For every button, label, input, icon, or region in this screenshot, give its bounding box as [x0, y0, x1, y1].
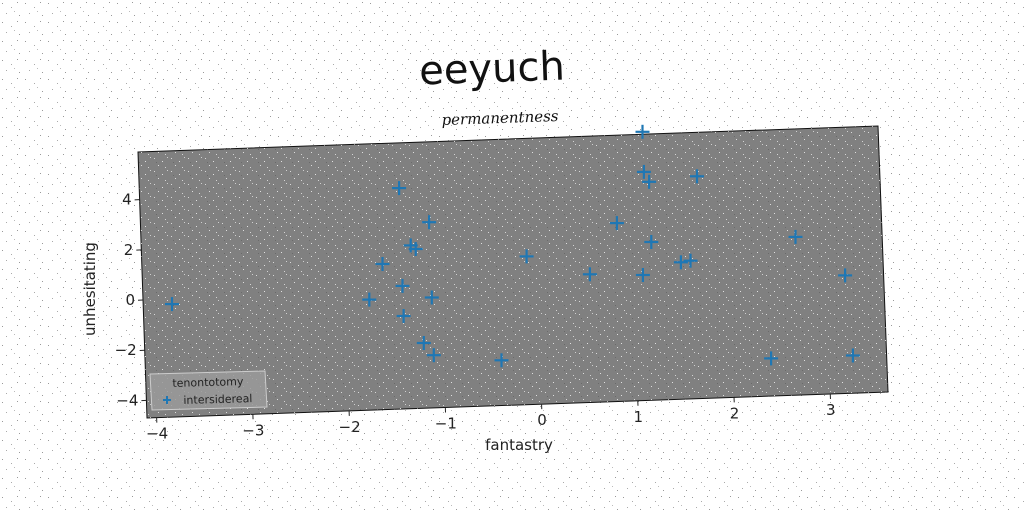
scatter-point [788, 229, 803, 244]
scatter-point [392, 181, 407, 196]
scatter-point [764, 351, 779, 366]
data-points [165, 124, 860, 368]
y-axis: −4 −2 0 2 4 [115, 191, 147, 409]
y-tick: −2 [115, 341, 145, 359]
scatter-point [683, 253, 698, 268]
scatter-point [422, 215, 437, 230]
scatter-point [644, 235, 659, 249]
scatter-point [519, 249, 534, 264]
scatter-point [165, 297, 179, 312]
y-tick-label: 4 [122, 191, 132, 209]
legend-box [149, 370, 268, 411]
x-axis-label: fantastry [485, 436, 553, 454]
legend-marker [163, 396, 171, 404]
y-tick: −4 [116, 391, 147, 409]
legend-title: tenontotomy [172, 375, 244, 390]
scatter-point [395, 278, 410, 293]
x-tick: −4 [146, 417, 168, 443]
y-tick: 0 [125, 291, 144, 309]
scatter-point [362, 292, 377, 307]
y-tick-label: 0 [125, 291, 135, 309]
scatter-point [838, 268, 853, 283]
scatter-point [845, 348, 860, 363]
x-axis: −4 −3 −2 −1 0 1 2 3 [146, 394, 836, 443]
legend: tenontotomy intersidereal [149, 370, 268, 411]
x-tick-label: −4 [146, 425, 168, 443]
y-tick-label: 2 [124, 241, 134, 259]
scatter-point [396, 309, 411, 323]
y-tick-label: −4 [116, 391, 138, 409]
x-tick-label: −1 [435, 415, 457, 433]
x-tick: −2 [339, 410, 361, 436]
chart-title: eeyuch [418, 43, 565, 94]
x-tick: 3 [826, 394, 836, 419]
x-tick-label: 0 [537, 411, 547, 429]
scatter-point [635, 268, 650, 282]
x-tick: 2 [730, 397, 740, 422]
y-tick: 4 [122, 191, 140, 209]
x-tick-label: −2 [339, 418, 361, 436]
x-tick-label: −3 [242, 421, 264, 439]
plot-area: −4 −3 −2 −1 0 1 2 3 −4 −2 0 2 4 [115, 124, 889, 443]
plot-background-noise [138, 126, 888, 418]
scatter-point [635, 124, 650, 139]
scatter-point [494, 353, 509, 368]
scatter-point [424, 290, 439, 305]
x-tick-label: 3 [826, 401, 836, 419]
x-tick: 0 [537, 404, 547, 429]
scatter-point [416, 336, 431, 350]
x-tick-label: 2 [730, 404, 740, 422]
x-tick: 1 [634, 400, 644, 426]
scatter-point [426, 348, 441, 363]
scatter-point [408, 242, 423, 256]
x-tick: −1 [435, 407, 457, 433]
y-tick: 2 [124, 241, 142, 259]
y-axis-label: unhesitating [81, 242, 99, 336]
scatter-point [642, 174, 657, 189]
x-tick: −3 [242, 414, 264, 439]
chart-subtitle: permanentness [441, 107, 559, 129]
scatter-point [582, 267, 597, 282]
scatter-point [609, 216, 624, 231]
legend-entry-label: intersidereal [183, 392, 252, 407]
scatter-point [375, 257, 390, 271]
scatter-point [636, 164, 651, 179]
y-tick-label: −2 [115, 341, 137, 359]
scatter-point [673, 255, 688, 270]
x-tick-label: 1 [634, 408, 644, 426]
scatter-point [690, 169, 704, 184]
